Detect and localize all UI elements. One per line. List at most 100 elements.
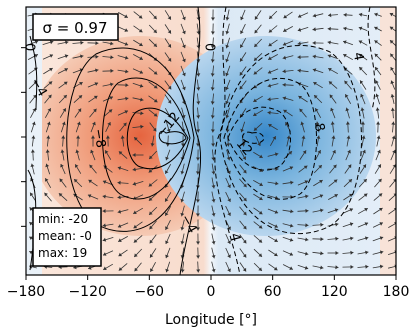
wind-arrow-head [375,80,379,84]
wind-arrow-head [241,143,246,147]
wind-arrow-head [243,211,247,216]
wind-arrow-head [117,166,122,171]
wind-arrow-head [240,16,244,21]
wind-arrow-head [134,137,138,141]
wind-arrow-head [346,135,351,139]
wind-arrow-head [102,194,106,199]
wind-arrow-head [240,128,245,133]
wind-arrow-head [364,236,369,241]
contour-label: 0 [22,43,37,51]
wind-arrow-head [29,207,34,211]
wind-arrow-head [393,193,396,197]
wind-arrow-head [290,209,294,214]
wind-arrow-head [102,180,107,184]
wind-arrow-head [259,154,263,158]
wind-arrow-head [299,108,303,113]
wind-arrow-head [211,255,216,259]
wind-arrow-head [334,208,339,213]
wind-arrow-head [225,100,229,105]
wind-arrow-head [132,153,136,157]
wind-arrow-head [88,265,92,270]
wind-arrow-head [32,108,36,112]
wind-arrow-head [80,54,84,59]
wind-arrow-head [210,45,215,49]
wind-arrow-head [359,67,363,71]
wind-arrow-head [288,151,292,155]
wind-arrow-head [33,81,37,85]
wind-arrow-head [389,12,394,17]
wind-arrow-head [331,135,336,139]
stats-box: min: -20 mean: -0 max: 19 [32,207,102,267]
wind-arrow-head [365,264,369,269]
wind-arrow-head [29,236,33,240]
wind-arrow-head [361,135,366,139]
wind-arrow-head [225,44,230,49]
wind-arrow-head [59,178,64,183]
wind-arrow-head [48,94,52,99]
wind-arrow-head [180,269,185,273]
wind-arrow-head [297,41,301,46]
wind-arrow-head [148,183,153,187]
wind-arrow-head [335,251,339,255]
contour-line [126,107,189,170]
wind-arrow-head [274,152,279,157]
wind-arrow-head [243,225,247,230]
wind-arrow-head [211,213,216,217]
wind-arrow-head [274,252,278,256]
wind-arrow-head [364,222,369,226]
wind-arrow-head [290,180,294,185]
wind-arrow-head [298,96,302,100]
wind-arrow-head [267,110,271,115]
wind-arrow-head [124,55,129,60]
wind-arrow-head [181,114,186,119]
contour-label: 4 [226,232,243,244]
wind-arrow-head [320,222,324,227]
wind-arrow-head [258,239,263,243]
wind-arrow-head [211,241,216,245]
wind-arrow-head [153,43,157,47]
wind-arrow-head [140,111,144,116]
wind-arrow-head [29,222,33,226]
wind-arrow-head [93,95,98,100]
positive-anomaly-region [156,36,376,236]
wind-arrow-head [330,107,334,112]
wind-arrow-head [274,224,278,228]
wind-arrow-head [117,224,122,228]
wind-arrow-head [132,181,137,186]
wind-arrow-head [304,265,309,270]
stat-max: max: 19 [38,246,87,260]
wind-arrow-head [328,13,332,18]
wind-arrow-head [243,169,247,174]
wind-arrow-head [283,28,287,32]
wind-arrow-head [165,240,169,244]
wind-arrow-head [180,198,185,203]
wind-arrow-head [48,81,53,85]
wind-arrow-head [105,135,110,139]
wind-arrow-head [63,95,67,99]
wind-arrow-head [167,99,172,104]
wind-arrow-head [153,15,157,20]
wind-arrow-head [335,236,339,241]
wind-arrow-head [358,12,363,17]
wind-arrow-head [282,55,287,60]
wind-arrow-head [242,156,246,160]
wind-arrow-head [182,86,186,91]
wind-arrow-head [94,82,99,86]
wind-arrow-head [259,182,263,186]
wind-arrow-head [80,40,84,45]
wind-arrow-head [108,109,113,113]
wind-arrow-head [165,143,170,147]
wind-arrow-head [335,265,339,270]
wind-arrow-head [30,192,34,197]
wind-arrow-head [167,57,172,62]
wind-arrow-head [302,150,307,154]
wind-arrow-head [139,70,143,74]
wind-arrow-head [180,227,185,231]
wind-arrow-head [62,108,66,112]
wind-arrow-head [348,179,352,183]
wind-arrow-head [89,164,93,169]
wind-arrow-head [149,239,154,244]
wind-arrow-head [45,178,49,182]
wind-arrow-head [149,155,153,159]
wind-arrow-head [272,136,276,140]
